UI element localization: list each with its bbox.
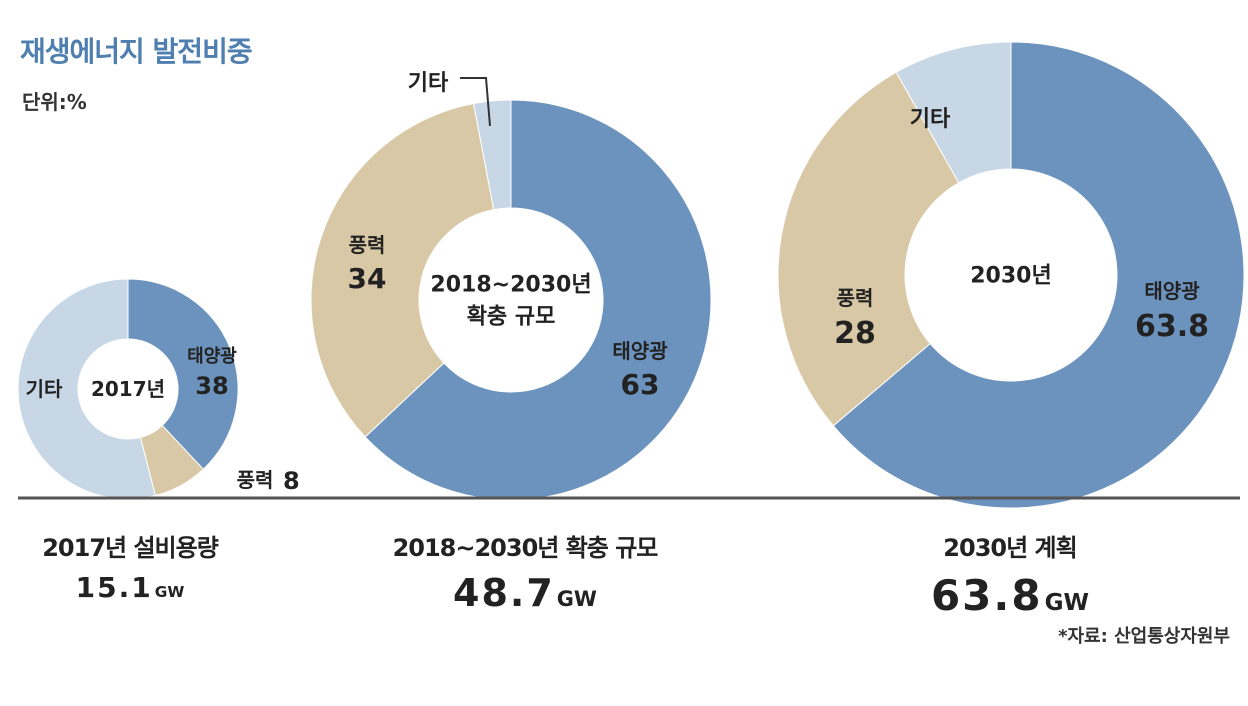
label-2017-solar-value: 38 xyxy=(195,372,228,400)
label-2030-wind-name: 풍력 xyxy=(837,286,874,310)
caption-expansion-name: 2018~2030년 확충 규모 xyxy=(392,534,659,562)
label-expansion-other-name: 기타 xyxy=(408,71,449,96)
caption-2030: 2030년 계획 63.8GW xyxy=(900,528,1120,620)
caption-2017-capacity: 15.1 GW xyxy=(20,571,240,604)
label-2030-solar-value: 63.8 xyxy=(1135,309,1209,344)
label-2017-other-name: 기타 xyxy=(26,377,63,401)
slice-expansion-solar xyxy=(364,99,712,501)
center-label-2030: 2030년 xyxy=(970,264,1051,289)
caption-2017-name: 2017년 설비용량 xyxy=(42,534,219,562)
capacity-2030-value: 63.8 xyxy=(930,571,1043,620)
caption-expansion: 2018~2030년 확충 규모 48.7GW xyxy=(360,528,690,615)
label-2030-wind-value: 28 xyxy=(834,316,876,351)
slice-expansion-wind xyxy=(310,102,495,438)
label-2017-solar-name: 태양광 xyxy=(187,346,237,367)
caption-2030-capacity: 63.8GW xyxy=(900,571,1120,620)
slice-2017-solar xyxy=(127,278,239,470)
caption-expansion-capacity: 48.7GW xyxy=(360,571,690,615)
slice-2017-other xyxy=(17,278,156,500)
label-2017-wind-value: 8 xyxy=(283,467,300,495)
capacity-2030-unit: GW xyxy=(1044,590,1090,616)
caption-2017: 2017년 설비용량 15.1 GW xyxy=(20,528,240,604)
source-note: *자료: 산업통상자원부 xyxy=(1058,626,1230,647)
label-expansion-solar-value: 63 xyxy=(621,368,660,401)
chart-title: 재생에너지 발전비중 xyxy=(20,35,253,68)
label-expansion-wind-name: 풍력 xyxy=(349,233,386,257)
slice-expansion-other xyxy=(472,99,512,211)
label-expansion-solar-name: 태양광 xyxy=(612,339,668,363)
capacity-expansion-value: 48.7 xyxy=(453,571,555,615)
label-2030-other-name: 기타 xyxy=(910,107,951,132)
label-2017-wind-name: 풍력 xyxy=(237,468,274,492)
caption-2030-name: 2030년 계획 xyxy=(943,534,1077,562)
capacity-expansion-unit: GW xyxy=(556,587,597,611)
leader-line-expansion xyxy=(460,77,491,127)
slice-2030-other xyxy=(895,41,1012,184)
capacity-2017-unit: GW xyxy=(154,583,185,601)
unit-label: 단위:% xyxy=(22,90,87,114)
center-label-expansion: 확충 규모 xyxy=(467,305,556,330)
slice-2030-solar xyxy=(832,41,1245,509)
capacity-2017-value: 15.1 xyxy=(75,571,153,604)
label-2030-solar-name: 태양광 xyxy=(1144,279,1200,303)
center-label-2017: 2017년 xyxy=(91,377,165,401)
slice-2030-wind xyxy=(777,71,960,427)
center-label-expansion: 2018~2030년 xyxy=(430,273,591,298)
label-expansion-wind-value: 34 xyxy=(348,262,387,295)
